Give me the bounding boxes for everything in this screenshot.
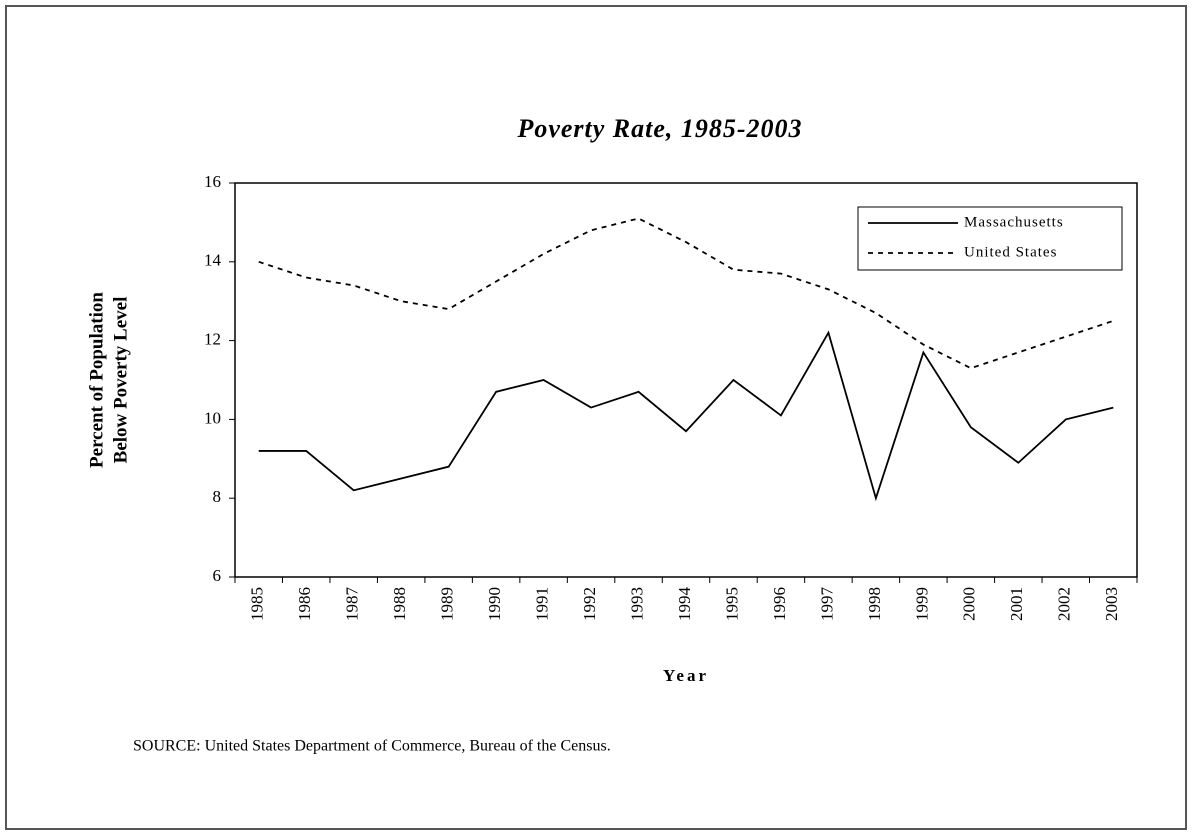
x-tick-label: 1999 <box>912 587 931 621</box>
x-tick-label: 1989 <box>438 587 457 621</box>
series-line <box>258 217 1114 370</box>
x-tick-label: 1990 <box>485 587 504 621</box>
legend-label: Massachusetts <box>964 214 1064 230</box>
x-tick-label: 1993 <box>627 587 646 621</box>
x-tick-label: 1997 <box>817 587 836 622</box>
x-tick-label: 1986 <box>295 587 314 621</box>
legend-box <box>857 206 1123 271</box>
y-tick-label: 8 <box>213 487 222 506</box>
x-tick-label: 1995 <box>722 587 741 621</box>
series-line <box>258 330 1114 502</box>
y-axis-label: Percent of Population <box>86 292 107 468</box>
source-note: SOURCE: United States Department of Comm… <box>133 738 611 755</box>
x-tick-label: 1991 <box>532 587 551 621</box>
x-tick-label: 2002 <box>1055 587 1074 621</box>
legend-label: United States <box>964 244 1057 260</box>
y-tick-label: 14 <box>204 251 222 270</box>
x-tick-label: 1987 <box>343 587 362 622</box>
y-tick-label: 16 <box>204 172 221 191</box>
x-tick-label: 1985 <box>248 587 267 621</box>
x-tick-label: 2001 <box>1007 587 1026 621</box>
x-tick-label: 2003 <box>1102 587 1121 621</box>
x-tick-label: 2000 <box>960 587 979 621</box>
plot-area <box>234 182 1138 578</box>
x-tick-label: 1998 <box>865 587 884 621</box>
y-tick-label: 6 <box>213 566 222 585</box>
y-axis-label: Below Poverty Level <box>110 297 131 464</box>
chart-title: Poverty Rate, 1985-2003 <box>516 114 802 143</box>
y-tick-label: 12 <box>204 330 221 349</box>
y-tick-label: 10 <box>204 408 221 427</box>
frame <box>5 5 1187 830</box>
x-tick-label: 1988 <box>390 587 409 621</box>
x-tick-label: 1996 <box>770 587 789 621</box>
x-axis-label: Year <box>663 666 709 685</box>
x-tick-label: 1994 <box>675 587 694 622</box>
x-tick-label: 1992 <box>580 587 599 621</box>
